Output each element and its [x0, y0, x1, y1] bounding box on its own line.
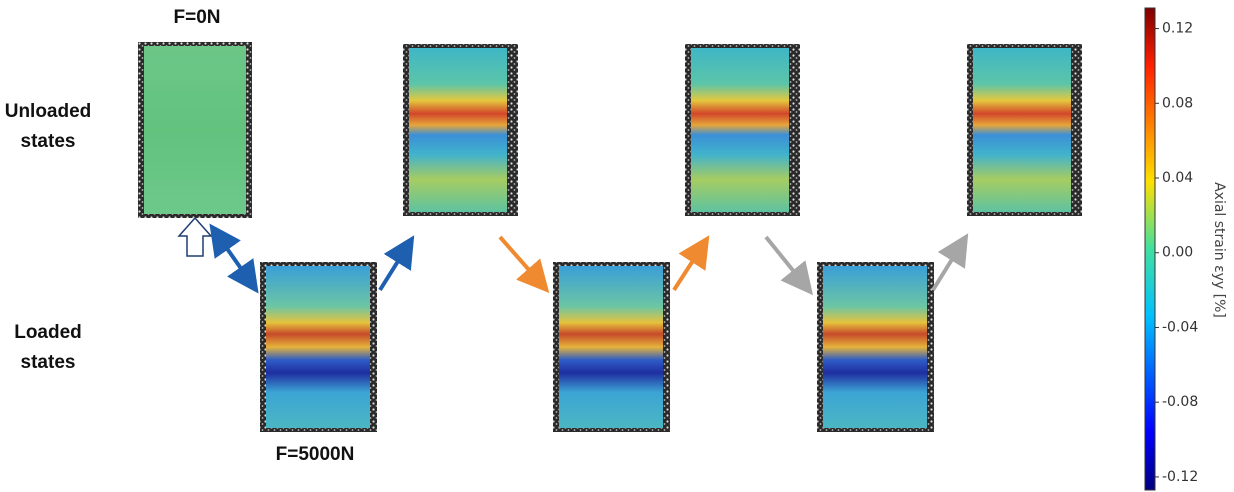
colorbar-tick-label: -0.12: [1162, 469, 1198, 485]
row-label: states: [21, 352, 76, 373]
row-label: Unloaded: [5, 101, 92, 122]
specimen-images: [138, 42, 1082, 432]
colorbar-scale: [1145, 8, 1155, 490]
row-label: states: [21, 131, 76, 152]
figure: F=0N Unloaded states Loaded states F=500…: [0, 0, 1234, 492]
colorbar-tick-label: -0.04: [1162, 319, 1198, 335]
colorbar-tick-label: -0.08: [1162, 394, 1198, 410]
row-label: Loaded: [14, 322, 82, 343]
colorbar-tick-label: 0.00: [1162, 245, 1193, 261]
force-label: F=0N: [174, 7, 221, 28]
colorbar-title: Axial strain εyy [%]: [1211, 182, 1227, 318]
force-label: F=5000N: [276, 444, 355, 465]
colorbar-tick-label: 0.04: [1162, 170, 1193, 186]
colorbar-tick-label: 0.12: [1162, 21, 1193, 37]
colorbar-tick-label: 0.08: [1162, 95, 1193, 111]
colorbar: 0.12 0.08 0.04 0.00 -0.04 -0.08 -0.12: [1145, 8, 1198, 490]
